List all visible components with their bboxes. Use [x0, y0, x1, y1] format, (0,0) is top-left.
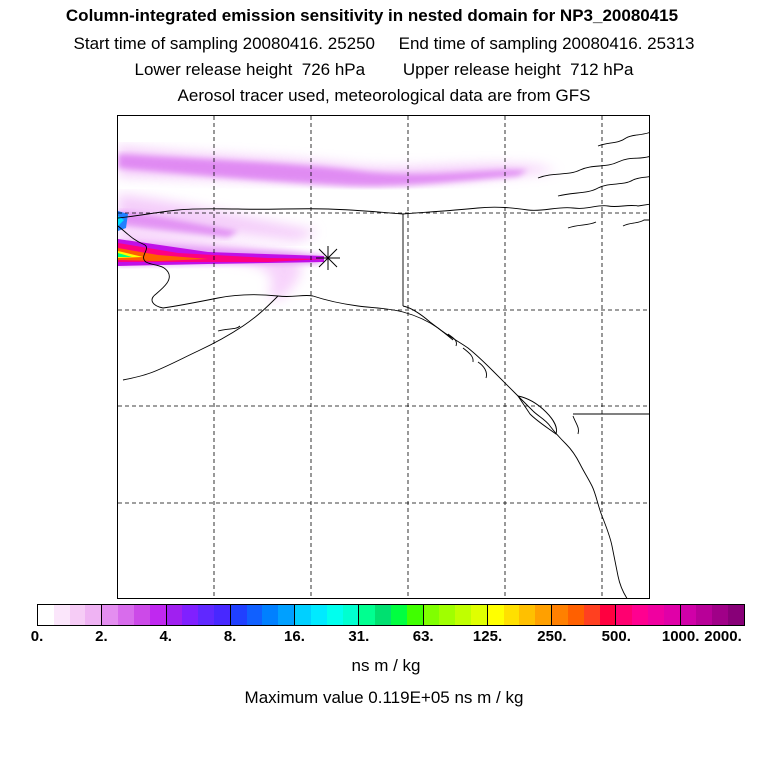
colorbar-swatch — [310, 605, 327, 625]
receptor-marker[interactable] — [316, 246, 340, 270]
colorbar-swatch — [69, 605, 86, 625]
colorbar-swatch — [423, 605, 440, 625]
colorbar-swatch — [390, 605, 407, 625]
colorbar-swatch — [149, 605, 166, 625]
colorbar-segment — [423, 605, 488, 625]
colorbar-tick-label: 31. — [348, 628, 370, 645]
colorbar-swatch — [295, 605, 311, 625]
colorbar-swatch — [182, 605, 199, 625]
colorbar-swatch — [471, 605, 487, 625]
colorbar-swatch — [278, 605, 295, 625]
colorbar-swatch — [230, 605, 247, 625]
colorbar-swatch — [535, 605, 552, 625]
colorbar-segment — [359, 605, 424, 625]
colorbar-swatch — [118, 605, 134, 625]
release-heights: Lower release height 726 hPa Upper relea… — [134, 60, 634, 79]
map-title: Column-integrated emission sensitivity i… — [65, 6, 679, 25]
colorbar-tick-label: 8. — [223, 628, 237, 645]
coastlines — [118, 132, 649, 598]
colorbar-swatch — [599, 605, 616, 625]
colorbar-swatch — [133, 605, 150, 625]
colorbar-swatch — [519, 605, 536, 625]
boundaries — [402, 214, 649, 415]
map-canvas — [118, 116, 649, 598]
colorbar-tick-label: 2. — [95, 628, 108, 645]
colorbar-swatch — [198, 605, 214, 625]
colorbar-segment — [487, 605, 553, 625]
colorbar-swatch — [342, 605, 359, 625]
colorbar-swatch — [663, 605, 680, 625]
colorbar-swatch — [38, 605, 54, 625]
colorbar-swatch — [583, 605, 600, 625]
colorbar-tick-label: 0. — [30, 628, 44, 645]
graticule — [118, 116, 649, 598]
colorbar-segment — [680, 605, 744, 625]
colorbar-swatch — [375, 605, 391, 625]
emission-plume — [118, 146, 558, 301]
colorbar-swatch — [213, 605, 230, 625]
colorbar-segment — [102, 605, 167, 625]
colorbar-swatch — [616, 605, 633, 625]
tracer-info: Aerosol tracer used, meteorological data… — [177, 86, 591, 105]
colorbar-swatch — [712, 605, 729, 625]
colorbar-segment — [38, 605, 103, 625]
colorbar-segment — [166, 605, 231, 625]
colorbar-swatch — [487, 605, 504, 625]
colorbar-tick-label: 125. — [472, 628, 503, 645]
colorbar-units: ns m / kg — [351, 656, 421, 675]
colorbar-swatch — [680, 605, 697, 625]
colorbar-swatch — [359, 605, 376, 625]
colorbar-swatch — [102, 605, 119, 625]
colorbar-swatch — [696, 605, 713, 625]
maximum-value: Maximum value 0.119E+05 ns m / kg — [244, 688, 524, 707]
map-panel[interactable] — [117, 115, 650, 599]
colorbar-swatch — [406, 605, 423, 625]
colorbar-swatch — [567, 605, 584, 625]
colorbar-swatch — [648, 605, 664, 625]
colorbar-swatch — [632, 605, 649, 625]
colorbar-tick-label: 63. — [412, 628, 434, 645]
colorbar — [37, 604, 745, 626]
colorbar-segment — [616, 605, 681, 625]
colorbar-swatch — [53, 605, 70, 625]
colorbar-swatch — [439, 605, 456, 625]
sampling-times: Start time of sampling 20080416. 25250 E… — [73, 34, 695, 53]
colorbar-swatch — [728, 605, 744, 625]
colorbar-tick-label: 16. — [284, 628, 305, 645]
colorbar-swatch — [552, 605, 568, 625]
colorbar-swatch — [166, 605, 183, 625]
colorbar-tick-label: 500. — [601, 628, 631, 645]
colorbar-swatch — [246, 605, 263, 625]
colorbar-swatch — [326, 605, 343, 625]
colorbar-swatch — [262, 605, 279, 625]
colorbar-segment — [295, 605, 360, 625]
colorbar-tick-label: 2000. — [704, 628, 742, 645]
colorbar-segment — [552, 605, 617, 625]
colorbar-swatch — [503, 605, 520, 625]
colorbar-tick-label: 4. — [159, 628, 172, 645]
colorbar-tick-label: 250. — [537, 628, 567, 645]
colorbar-tick-label: 1000. — [661, 628, 700, 645]
colorbar-swatch — [85, 605, 102, 625]
colorbar-segment — [230, 605, 296, 625]
colorbar-swatch — [455, 605, 472, 625]
